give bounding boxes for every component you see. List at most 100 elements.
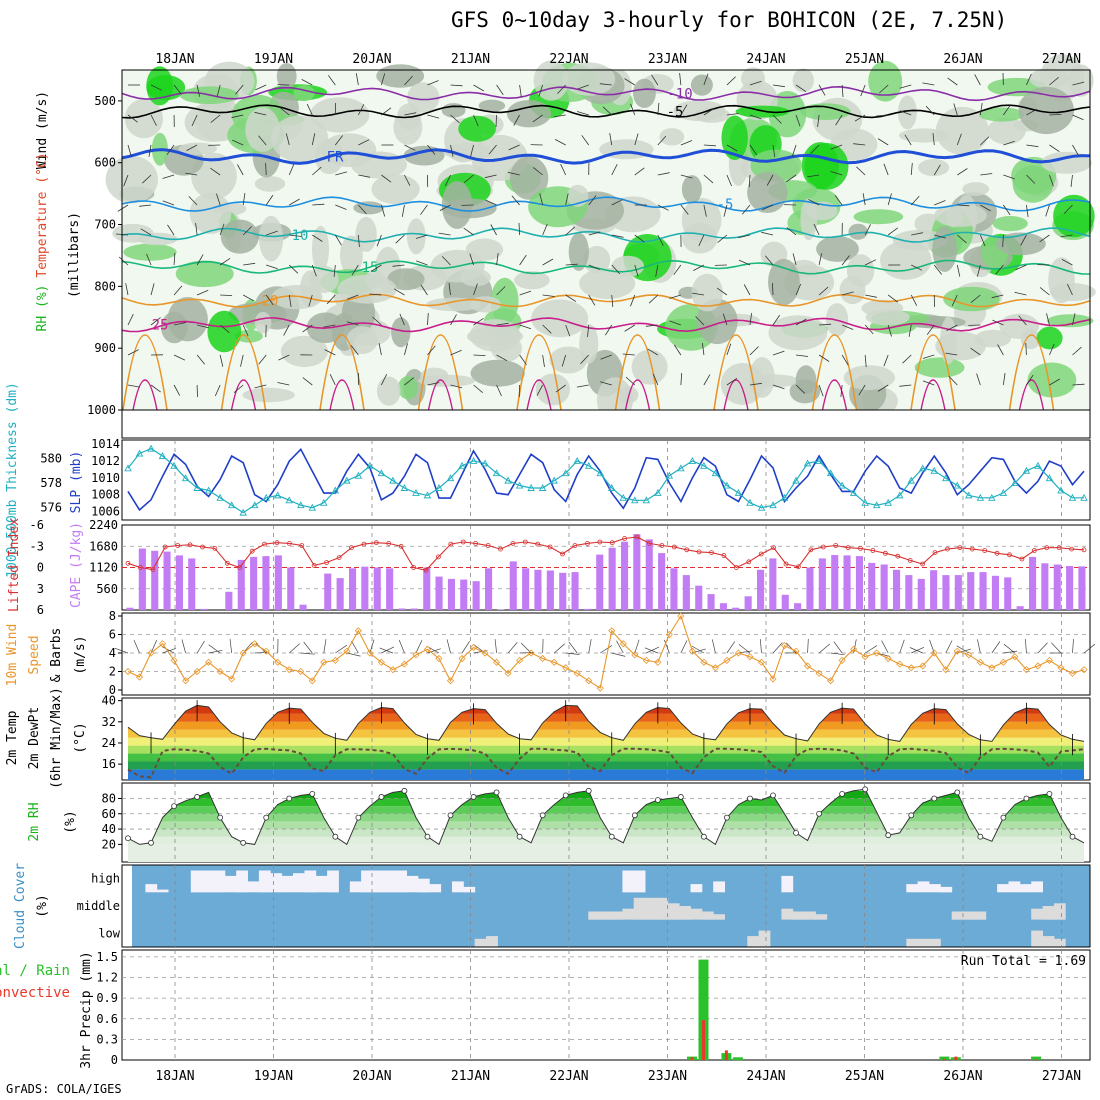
li-marker	[883, 550, 888, 556]
rh-blob	[535, 373, 571, 406]
wind10-marker	[354, 627, 362, 635]
li-marker	[671, 544, 677, 550]
wind10-barb	[691, 645, 705, 654]
thickness-marker	[1011, 479, 1019, 487]
thickness-marker	[907, 476, 915, 484]
wind-barb	[877, 384, 889, 392]
thickness-marker	[250, 501, 259, 509]
cloud-cell	[463, 886, 476, 893]
cloud-cell	[917, 938, 930, 947]
tick-label: 4	[109, 646, 116, 660]
tick-label: 500	[94, 94, 116, 108]
rh-blob	[280, 335, 328, 368]
wind-barb	[511, 195, 520, 206]
wind-barb	[951, 294, 958, 307]
wind-barb	[749, 114, 762, 120]
wind-barb	[899, 384, 912, 387]
axis-label: SLP (mb)	[69, 451, 84, 514]
temp-contour-30	[1018, 379, 1045, 411]
cape-bar	[373, 567, 381, 610]
wind-barb	[748, 174, 751, 188]
wind10-marker	[366, 649, 374, 657]
wind-barb	[1072, 383, 1085, 386]
thickness-marker	[147, 444, 155, 452]
cloud-cell	[1031, 930, 1043, 947]
wind-barb	[657, 102, 660, 116]
tick-label: 40	[102, 822, 116, 836]
li-marker	[1056, 545, 1062, 551]
rh-blob	[418, 374, 476, 387]
wind-barb	[977, 264, 981, 277]
wind10-marker	[665, 630, 673, 639]
wind-barb	[323, 324, 336, 328]
rh-blob	[768, 315, 828, 351]
wind-barb	[703, 73, 709, 86]
cape-bar	[485, 568, 493, 610]
wind-barb	[463, 174, 474, 183]
wind-barb	[210, 114, 221, 123]
wind-barb	[312, 166, 322, 176]
wind-barb	[587, 324, 590, 337]
thickness-marker	[677, 464, 685, 472]
wind10-barb	[181, 639, 186, 654]
date-label-top: 23JAN	[648, 52, 687, 67]
slp-tick: 1010	[91, 471, 120, 485]
tick-label: 32	[102, 715, 116, 729]
wind-barb	[957, 168, 968, 176]
precip-conv-bar	[724, 1050, 728, 1060]
wind-barb	[237, 164, 244, 176]
wind-barb	[645, 324, 658, 327]
cape-bar	[855, 556, 863, 610]
li-marker	[460, 539, 466, 545]
precip-conv-bar	[954, 1056, 958, 1060]
axis-label: (millibars)	[67, 212, 82, 298]
wind-barb	[150, 283, 155, 296]
wind-barb	[404, 112, 417, 116]
rh-marker	[839, 790, 846, 797]
wind-barb	[749, 313, 752, 326]
wind10-barb	[1025, 638, 1027, 654]
thickness-marker	[1068, 493, 1077, 501]
precip-total-bar	[939, 1056, 950, 1060]
wind-barb	[196, 84, 200, 97]
dewpoint-line	[127, 747, 1085, 779]
li-marker	[187, 542, 193, 548]
thickness-marker	[343, 476, 351, 484]
wind-barb	[335, 135, 344, 146]
cape-bar	[719, 603, 727, 610]
wind-barb	[420, 204, 428, 215]
cloud-cell	[1042, 906, 1055, 920]
wind-barb	[979, 103, 983, 116]
li-marker	[870, 548, 876, 553]
thickness-tick: 576	[40, 501, 62, 515]
wind-barb	[173, 322, 186, 326]
legend-convective: Convective	[0, 985, 70, 1001]
cloud-cell	[213, 870, 226, 893]
cloud-cell	[906, 938, 919, 947]
wind-barb	[358, 104, 365, 116]
wind-barb	[717, 234, 728, 243]
wind-barb	[1061, 259, 1073, 266]
li-marker	[1031, 548, 1037, 553]
wind-barb	[911, 232, 924, 236]
wind-barb	[991, 294, 1004, 299]
wind-barb	[657, 172, 670, 176]
rh-marker	[401, 787, 408, 794]
temp-band	[128, 713, 1084, 722]
rh-blob	[768, 258, 800, 306]
rh-band	[128, 798, 1084, 807]
contour-label: -5	[717, 197, 734, 213]
wind-barb	[216, 84, 221, 97]
wind10-barb	[565, 652, 580, 655]
wind10-barb	[663, 639, 670, 654]
wind-barb	[703, 204, 707, 217]
rh-blob	[242, 387, 295, 403]
thickness-marker	[435, 484, 443, 491]
wind-barb	[450, 144, 454, 157]
rh-blob	[441, 103, 466, 118]
wind-barb	[703, 174, 714, 184]
wind-barb	[197, 324, 209, 329]
wind10-barb	[909, 647, 923, 654]
rh-blob	[406, 218, 426, 255]
